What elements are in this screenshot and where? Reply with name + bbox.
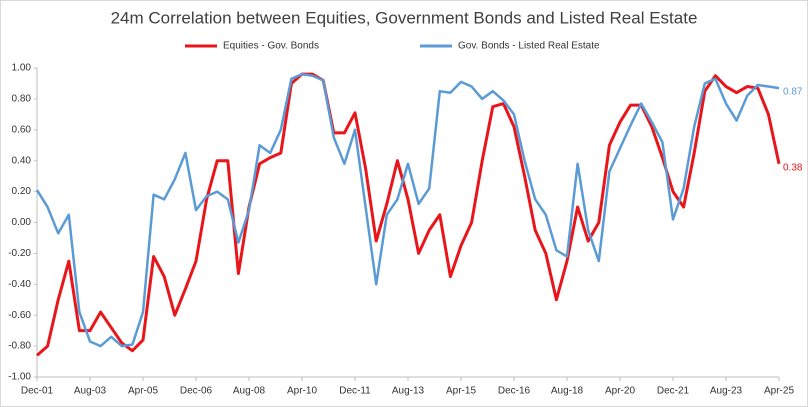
series-line: [35, 72, 780, 348]
y-tick-label: 0.20: [12, 186, 32, 197]
x-tick-label: Aug-08: [233, 386, 266, 397]
x-tick-label: Apr-20: [605, 386, 635, 397]
chart-title: 24m Correlation between Equities, Govern…: [111, 8, 698, 27]
y-tick-label: -0.80: [8, 341, 31, 352]
x-tick-label: Apr-05: [128, 386, 158, 397]
y-tick-label: 1.00: [12, 63, 32, 74]
legend-label: Gov. Bonds - Listed Real Estate: [458, 41, 600, 52]
y-tick-label: -1.00: [8, 372, 31, 383]
x-tick-label: Apr-10: [287, 386, 317, 397]
end-label: 0.87: [783, 87, 803, 98]
x-tick-label: Dec-11: [339, 386, 371, 397]
x-tick-label: Dec-21: [657, 386, 690, 397]
x-tick-label: Aug-03: [74, 386, 107, 397]
y-tick-label: 0.80: [12, 94, 32, 105]
x-tick-label: Aug-13: [392, 386, 425, 397]
y-tick-label: 0.00: [12, 217, 32, 228]
x-tick-label: Aug-23: [710, 386, 743, 397]
series-line: [36, 72, 781, 357]
legend-label: Equities - Gov. Bonds: [223, 41, 319, 52]
x-tick-label: Dec-06: [180, 386, 213, 397]
y-tick-label: 0.40: [12, 155, 32, 166]
y-tick-label: -0.40: [8, 279, 31, 290]
end-label: 0.38: [783, 162, 803, 173]
y-tick-label: -0.60: [8, 310, 31, 321]
y-tick-label: -0.20: [8, 248, 31, 259]
x-tick-label: Aug-18: [551, 386, 584, 397]
x-tick-label: Apr-15: [446, 386, 476, 397]
x-tick-label: Dec-16: [498, 386, 531, 397]
x-tick-label: Apr-25: [764, 386, 794, 397]
x-tick-label: Dec-01: [21, 386, 54, 397]
y-tick-label: 0.60: [12, 124, 32, 135]
